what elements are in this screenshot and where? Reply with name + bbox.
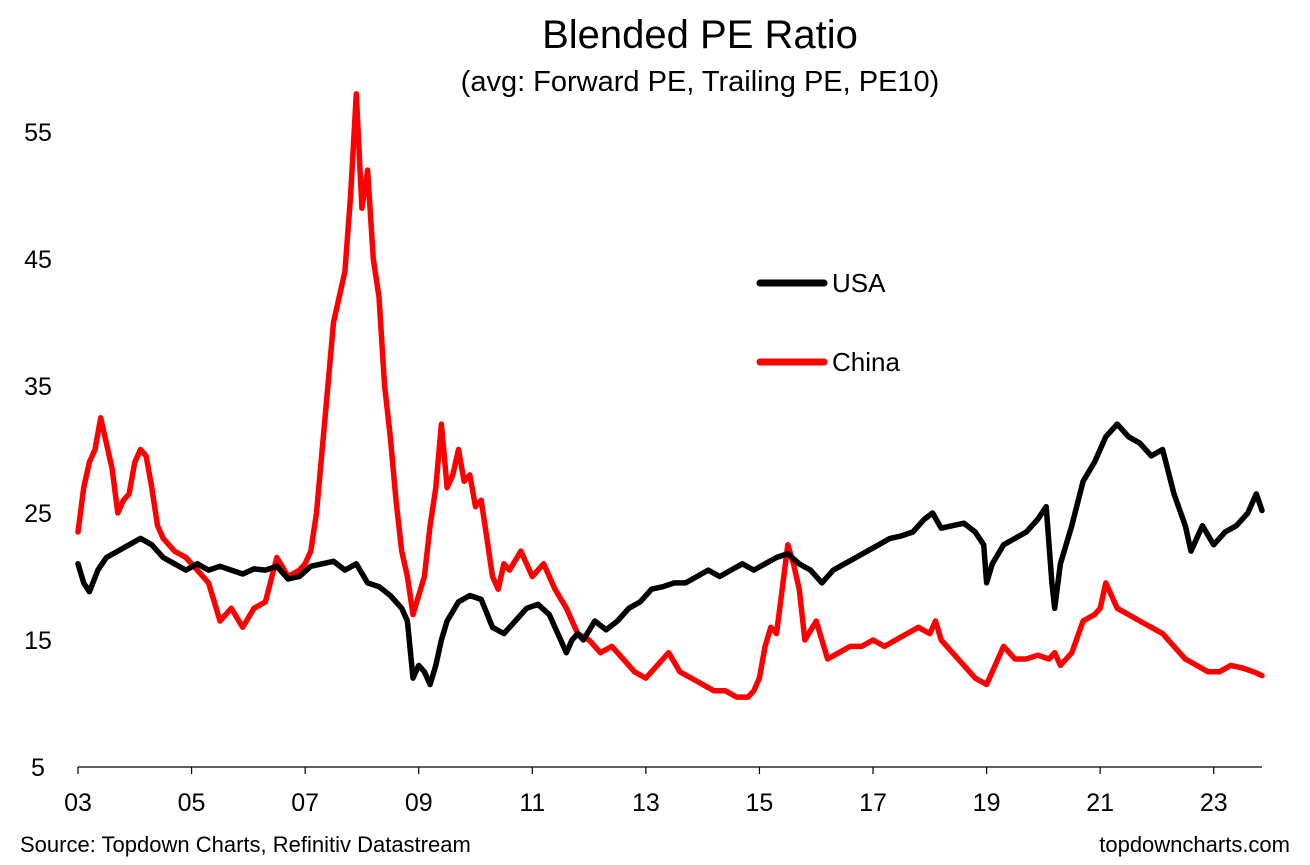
x-tick-label: 11 — [519, 789, 545, 817]
x-tick-label: 23 — [1200, 789, 1228, 817]
y-tick-label: 55 — [24, 119, 52, 147]
x-axis-ticks: 03 05 07 09 11 13 15 17 19 21 23 — [64, 767, 1228, 817]
y-tick-label: 35 — [24, 373, 52, 401]
y-axis-tick-labels: 5 15 25 35 45 55 — [24, 119, 52, 782]
source-note: Source: Topdown Charts, Refinitiv Datast… — [20, 832, 471, 857]
y-tick-label: 5 — [31, 754, 45, 782]
x-tick-label: 03 — [64, 789, 92, 817]
x-tick-label: 13 — [632, 789, 660, 817]
series-line-china — [75, 91, 1265, 700]
x-tick-label: 09 — [405, 789, 433, 817]
x-tick-label: 05 — [178, 789, 206, 817]
legend-label-usa: USA — [832, 268, 886, 298]
legend-label-china: China — [832, 347, 900, 377]
x-tick-label: 17 — [859, 789, 887, 817]
chart-title: Blended PE Ratio — [542, 13, 858, 57]
chart-subtitle: (avg: Forward PE, Trailing PE, PE10) — [461, 66, 940, 98]
x-tick-label: 07 — [291, 789, 319, 817]
y-tick-label: 15 — [24, 627, 52, 655]
x-tick-label: 21 — [1086, 789, 1114, 817]
x-tick-label: 15 — [746, 789, 774, 817]
series-line-usa — [75, 421, 1265, 688]
y-tick-label: 45 — [24, 246, 52, 274]
legend: USA China — [756, 268, 900, 377]
y-tick-label: 25 — [24, 500, 52, 528]
series-layer — [75, 91, 1265, 700]
x-tick-label: 19 — [973, 789, 1001, 817]
brand-url: topdowncharts.com — [1099, 832, 1290, 857]
